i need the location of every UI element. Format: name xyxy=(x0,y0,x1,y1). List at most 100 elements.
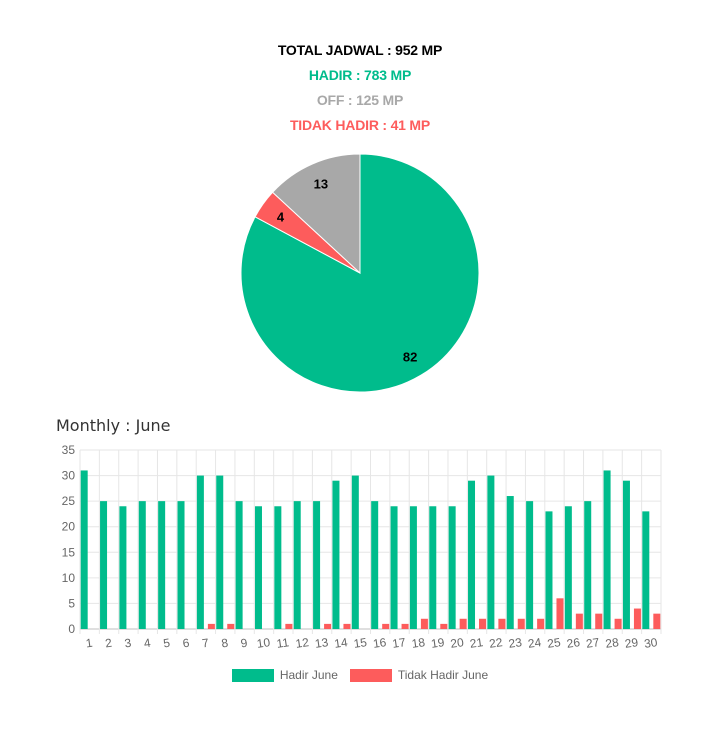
bar-tidak-hadir-8[interactable] xyxy=(227,623,235,629)
bar-hadir-11[interactable] xyxy=(274,506,282,629)
pie-svg: 82 4 13 xyxy=(240,153,480,393)
x-tick-label: 16 xyxy=(372,635,387,651)
x-tick-label: 19 xyxy=(430,635,445,651)
x-tick-label: 7 xyxy=(201,636,210,651)
monthly-bar-chart: 0 5 10 15 20 25 30 35 1 2 3 4 5 6 7 8 9 10 11 12 13 14 15 16 17 1… xyxy=(40,440,680,655)
x-tick-label: 21 xyxy=(469,635,484,651)
x-tick-label: 14 xyxy=(333,635,348,651)
x-tick-label: 17 xyxy=(391,635,406,651)
x-tick-label: 24 xyxy=(527,635,542,651)
x-tick-label: 29 xyxy=(624,635,639,651)
bar-tidak-hadir-29[interactable] xyxy=(633,608,641,629)
y-tick-label: 15 xyxy=(62,545,76,559)
bar-hadir-17[interactable] xyxy=(390,506,398,629)
legend-swatch-tidak-hadir xyxy=(349,668,392,682)
legend-label-hadir: Hadir June xyxy=(279,668,338,682)
x-tick-label: 18 xyxy=(411,635,426,651)
y-tick-label: 25 xyxy=(62,494,76,508)
bar-hadir-19[interactable] xyxy=(429,506,437,629)
bar-hadir-21[interactable] xyxy=(468,480,476,629)
legend-item-tidak-hadir[interactable]: Tidak Hadir June xyxy=(349,668,489,682)
y-tick-label: 0 xyxy=(68,622,75,636)
x-tick-label: 2 xyxy=(104,636,113,651)
bar-hadir-30[interactable] xyxy=(642,511,650,629)
y-tick-label: 5 xyxy=(68,596,75,610)
bar-tidak-hadir-16[interactable] xyxy=(382,623,390,629)
bar-tidak-hadir-11[interactable] xyxy=(285,623,293,629)
bar-tidak-hadir-27[interactable] xyxy=(595,613,603,629)
chart-legend: Hadir June Tidak Hadir June xyxy=(0,668,720,682)
y-tick-label: 35 xyxy=(62,443,76,457)
y-tick-label: 20 xyxy=(62,520,76,534)
bar-tidak-hadir-14[interactable] xyxy=(343,623,351,629)
monthly-title: Monthly : June xyxy=(56,416,171,435)
bar-hadir-1[interactable] xyxy=(80,470,88,629)
x-tick-label: 27 xyxy=(585,635,600,651)
total-schedule-label: TOTAL JADWAL : 952 MP xyxy=(277,42,443,58)
bar-hadir-3[interactable] xyxy=(119,506,127,629)
bar-tidak-hadir-18[interactable] xyxy=(420,618,428,629)
bar-hadir-15[interactable] xyxy=(351,475,359,629)
x-tick-label: 3 xyxy=(124,636,133,651)
bar-hadir-5[interactable] xyxy=(158,501,166,629)
x-tick-label: 20 xyxy=(450,635,465,651)
pie-label-tidak-hadir: 4 xyxy=(277,209,285,224)
bar-hadir-26[interactable] xyxy=(564,506,572,629)
bar-hadir-20[interactable] xyxy=(448,506,456,629)
bar-hadir-13[interactable] xyxy=(313,501,321,629)
bar-hadir-27[interactable] xyxy=(584,501,592,629)
attendance-pie-chart: 82 4 13 xyxy=(230,145,490,405)
summary-stats: TOTAL JADWAL : 952 MP HADIR : 783 MP OFF… xyxy=(0,38,720,138)
bar-tidak-hadir-23[interactable] xyxy=(517,618,525,629)
bar-tidak-hadir-28[interactable] xyxy=(614,618,622,629)
legend-label-tidak-hadir: Tidak Hadir June xyxy=(397,668,489,682)
bar-tidak-hadir-13[interactable] xyxy=(324,623,332,629)
pie-slice-off[interactable] xyxy=(271,153,361,275)
bar-hadir-2[interactable] xyxy=(100,501,108,629)
bar-tidak-hadir-19[interactable] xyxy=(440,623,448,629)
x-tick-label: 22 xyxy=(488,635,503,651)
bar-hadir-28[interactable] xyxy=(603,470,611,629)
bar-tidak-hadir-21[interactable] xyxy=(479,618,487,629)
x-tick-label: 11 xyxy=(276,635,291,651)
bar-hadir-6[interactable] xyxy=(177,501,185,629)
bar-hadir-16[interactable] xyxy=(371,501,379,629)
bar-hadir-25[interactable] xyxy=(545,511,553,629)
off-label: OFF : 125 MP xyxy=(316,92,404,108)
bar-tidak-hadir-22[interactable] xyxy=(498,618,506,629)
absent-label: TIDAK HADIR : 41 MP xyxy=(289,117,431,133)
bar-hadir-8[interactable] xyxy=(216,475,224,629)
pie-label-off: 13 xyxy=(314,177,328,192)
bar-hadir-24[interactable] xyxy=(526,501,534,629)
x-tick-label: 10 xyxy=(256,635,271,651)
bar-tidak-hadir-24[interactable] xyxy=(537,618,545,629)
bar-hadir-23[interactable] xyxy=(506,496,514,629)
bar-hadir-4[interactable] xyxy=(138,501,146,629)
x-tick-label: 30 xyxy=(643,635,658,651)
x-tick-label: 25 xyxy=(546,635,561,651)
bar-hadir-12[interactable] xyxy=(293,501,301,629)
bar-tidak-hadir-7[interactable] xyxy=(207,623,215,629)
x-tick-label: 6 xyxy=(182,636,191,651)
x-tick-label: 8 xyxy=(220,636,229,651)
bar-hadir-9[interactable] xyxy=(235,501,243,629)
bar-hadir-18[interactable] xyxy=(409,506,417,629)
x-tick-label: 5 xyxy=(162,636,171,651)
legend-item-hadir[interactable]: Hadir June xyxy=(231,668,338,682)
bar-hadir-22[interactable] xyxy=(487,475,495,629)
bar-hadir-14[interactable] xyxy=(332,480,340,629)
x-tick-label: 12 xyxy=(295,635,310,651)
pie-label-hadir: 82 xyxy=(403,350,417,365)
x-tick-label: 28 xyxy=(604,635,619,651)
bar-tidak-hadir-26[interactable] xyxy=(575,613,583,629)
bar-tidak-hadir-25[interactable] xyxy=(556,598,564,629)
x-tick-label: 1 xyxy=(85,636,94,651)
bar-tidak-hadir-20[interactable] xyxy=(459,618,467,629)
bar-tidak-hadir-30[interactable] xyxy=(653,613,661,629)
bar-hadir-10[interactable] xyxy=(254,506,262,629)
bar-hadir-7[interactable] xyxy=(196,475,204,629)
legend-swatch-hadir xyxy=(231,668,274,682)
bar-hadir-29[interactable] xyxy=(622,480,630,629)
bar-tidak-hadir-17[interactable] xyxy=(401,623,409,629)
